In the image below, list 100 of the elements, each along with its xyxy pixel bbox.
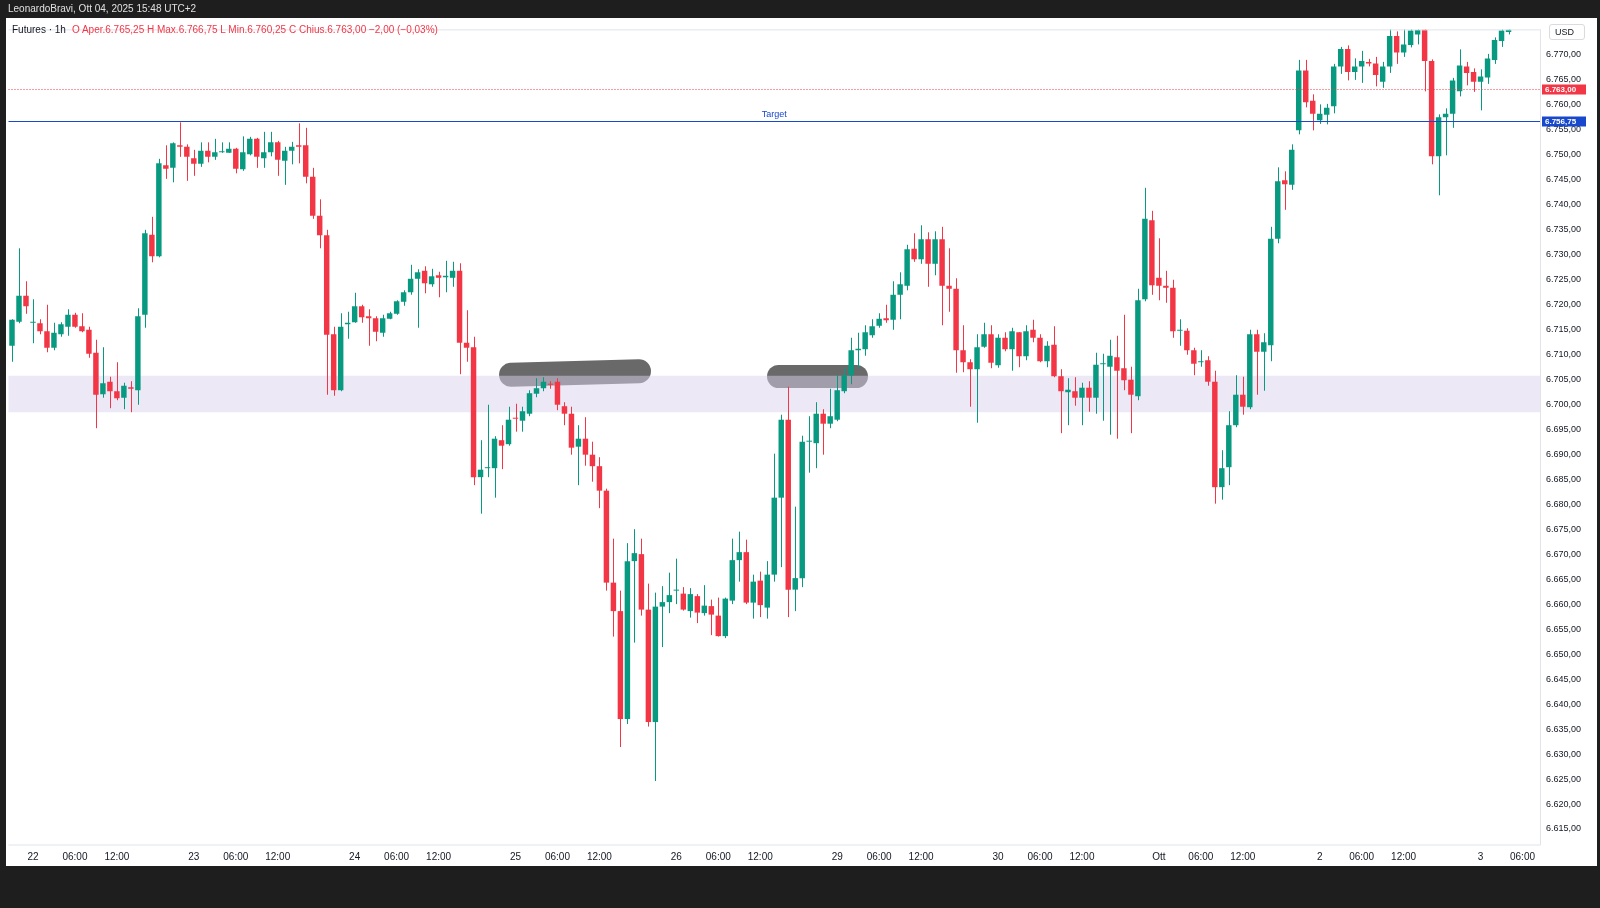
- candlestick: [1484, 53, 1491, 85]
- candlestick: [1205, 355, 1211, 387]
- y-tick-label: 6.625,00: [1546, 773, 1582, 784]
- candlestick: [1086, 380, 1092, 413]
- x-tick-label: 06:00: [223, 850, 249, 862]
- candlestick: [498, 424, 505, 470]
- candlestick: [379, 314, 386, 338]
- x-tick-label: 23: [188, 850, 200, 862]
- candlestick: [974, 333, 980, 424]
- candlestick: [547, 380, 554, 390]
- candlestick: [44, 304, 50, 353]
- candlestick: [449, 261, 456, 288]
- candlestick: [1240, 376, 1246, 416]
- candlestick: [233, 147, 239, 174]
- candlestick: [631, 528, 638, 644]
- x-tick-label: 06:00: [384, 850, 410, 862]
- y-tick-label: 6.650,00: [1546, 648, 1582, 659]
- y-axis-title: USD: [1549, 24, 1586, 40]
- candlestick: [1044, 340, 1050, 368]
- y-tick-label: 6.715,00: [1546, 323, 1582, 334]
- candlestick: [351, 292, 358, 324]
- candlestick: [1030, 319, 1036, 343]
- y-tick-label: 6.750,00: [1546, 148, 1582, 159]
- y-tick-label: 6.635,00: [1546, 723, 1582, 734]
- x-tick-label: 12:00: [1069, 850, 1095, 862]
- candlestick: [1058, 368, 1064, 434]
- candlestick: [561, 401, 568, 426]
- candlestick: [205, 141, 211, 163]
- y-tick-label: 6.655,00: [1546, 623, 1582, 634]
- x-tick-label: 12:00: [265, 850, 291, 862]
- x-tick-label: 12:00: [1230, 850, 1256, 862]
- x-tick-label: 12:00: [426, 850, 452, 862]
- candlestick: [575, 424, 582, 486]
- candlestick: [981, 322, 987, 349]
- x-tick-label: 12:00: [586, 850, 613, 862]
- candlestick: [1191, 347, 1197, 376]
- ref-line-label: Target: [761, 109, 788, 120]
- candlestick: [582, 416, 589, 467]
- candlestick: [254, 137, 260, 169]
- x-tick-label: 24: [349, 850, 361, 862]
- y-tick-label: 6.670,00: [1546, 548, 1582, 559]
- candlestick: [673, 558, 680, 605]
- candlestick: [163, 144, 169, 180]
- candlestick: [1177, 318, 1183, 347]
- candlestick: [1072, 376, 1078, 407]
- chart-title: Futures · 1h: [12, 24, 66, 35]
- candlestick: [1282, 170, 1288, 211]
- y-tick-label: 6.680,00: [1546, 498, 1582, 509]
- candlestick: [414, 268, 421, 329]
- candlestick: [275, 140, 281, 177]
- candlestick: [1351, 57, 1358, 81]
- candlestick: [1261, 332, 1267, 392]
- candlestick: [372, 315, 379, 342]
- x-tick-label: 26: [670, 850, 683, 862]
- x-tick-label: 06:00: [1349, 850, 1375, 862]
- x-tick-label: 06:00: [1188, 850, 1214, 862]
- candlestick: [177, 121, 183, 158]
- candlestick: [282, 146, 288, 186]
- text: LeonardoBravi, Ott 04, 2025 15:48 UTC+2: [8, 3, 197, 14]
- candlestick: [261, 131, 267, 169]
- y-tick-label: 6.665,00: [1546, 573, 1582, 584]
- x-tick-label: 12:00: [908, 850, 935, 862]
- candlestick: [680, 586, 687, 612]
- x-tick-label: Ott: [1152, 850, 1166, 862]
- candlestick: [1477, 68, 1484, 111]
- candlestick: [1254, 329, 1260, 396]
- x-tick-label: 12:00: [1391, 850, 1417, 862]
- candlestick: [114, 361, 120, 401]
- x-tick-label: 12:00: [747, 850, 774, 862]
- candlestick: [687, 587, 694, 619]
- candlestick: [1016, 331, 1022, 368]
- x-tick-label: 2: [1316, 850, 1323, 862]
- candlestick: [1128, 366, 1134, 434]
- x-tick-label: 25: [509, 850, 522, 862]
- candlestick: [463, 309, 470, 363]
- candlestick: [484, 404, 491, 478]
- candlestick: [750, 574, 756, 620]
- x-tick-label: 3: [1477, 850, 1484, 862]
- candlestick: [911, 232, 917, 263]
- x-tick-label: 12:00: [104, 850, 130, 862]
- candlestick: [533, 377, 540, 398]
- x-tick-label: 06:00: [62, 850, 88, 862]
- y-tick-label: 6.735,00: [1546, 223, 1582, 234]
- y-tick-label: 6.720,00: [1546, 298, 1582, 309]
- y-tick-label: 6.725,00: [1546, 273, 1582, 284]
- candlestick: [519, 406, 526, 433]
- y-tick-label: 6.640,00: [1546, 698, 1582, 709]
- candlestick: [295, 122, 302, 164]
- x-tick-label: 06:00: [1027, 850, 1053, 862]
- text: 6.756,75: [1545, 116, 1577, 126]
- candlestick: [1372, 56, 1379, 87]
- candlestick: [1219, 449, 1225, 501]
- y-tick-label: 6.765,00: [1546, 73, 1582, 84]
- y-tick-label: 6.755,00: [1546, 123, 1582, 134]
- candlestick: [128, 380, 134, 413]
- candlestick: [107, 376, 113, 409]
- candlestick: [1079, 382, 1085, 426]
- candlestick: [1400, 28, 1407, 58]
- candlestick: [23, 280, 29, 315]
- candlestick: [149, 216, 155, 263]
